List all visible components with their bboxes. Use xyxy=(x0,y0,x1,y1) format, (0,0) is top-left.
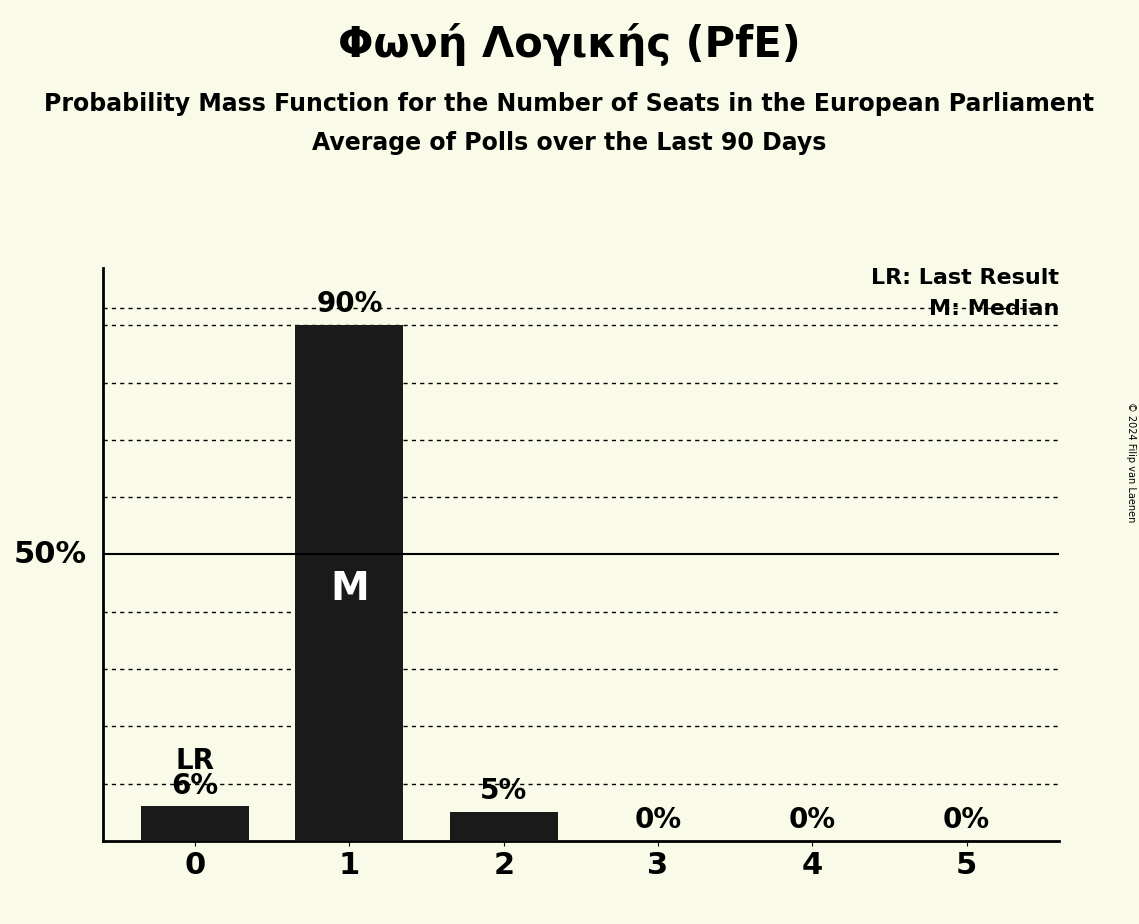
Text: 0%: 0% xyxy=(943,806,990,834)
Text: LR: Last Result: LR: Last Result xyxy=(871,268,1059,288)
Text: 50%: 50% xyxy=(14,540,87,569)
Text: Φωνή Λογικής (PfE): Φωνή Λογικής (PfE) xyxy=(338,23,801,67)
Text: Average of Polls over the Last 90 Days: Average of Polls over the Last 90 Days xyxy=(312,131,827,155)
Bar xyxy=(450,812,558,841)
Text: 0%: 0% xyxy=(634,806,681,834)
Text: 90%: 90% xyxy=(317,290,383,319)
Text: Probability Mass Function for the Number of Seats in the European Parliament: Probability Mass Function for the Number… xyxy=(44,92,1095,116)
Text: 6%: 6% xyxy=(172,772,219,799)
Text: LR: LR xyxy=(175,747,214,775)
Text: 0%: 0% xyxy=(789,806,836,834)
Text: © 2024 Filip van Laenen: © 2024 Filip van Laenen xyxy=(1126,402,1136,522)
Text: M: Median: M: Median xyxy=(929,299,1059,320)
Text: M: M xyxy=(330,570,369,608)
Bar xyxy=(295,325,403,841)
Text: 5%: 5% xyxy=(481,777,527,806)
Bar xyxy=(141,807,249,841)
